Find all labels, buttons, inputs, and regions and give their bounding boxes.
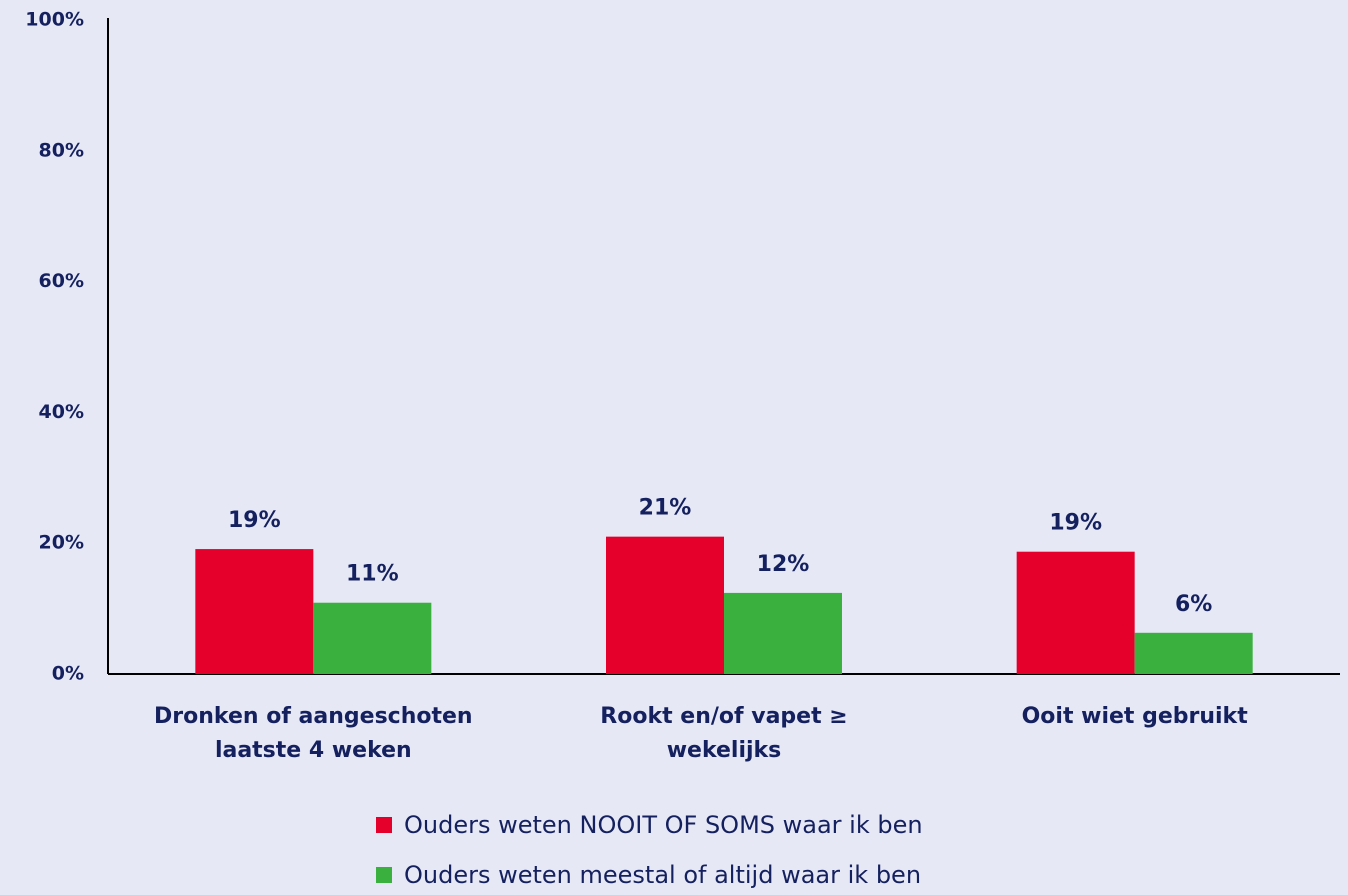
y-tick-label: 80% [39, 139, 84, 161]
x-tick-label: Dronken of aangeschoten laatste 4 weken [154, 704, 473, 763]
x-tick-label: Ooit wiet gebruikt [1021, 704, 1248, 729]
legend-swatch [376, 817, 392, 833]
data-label: 6% [1175, 592, 1212, 617]
bar [195, 549, 314, 674]
data-label: 19% [1049, 511, 1102, 536]
data-label: 12% [757, 552, 810, 577]
bar [606, 536, 724, 674]
legend-label: Ouders weten NOOIT OF SOMS waar ik ben [404, 811, 923, 839]
legend-item: Ouders weten NOOIT OF SOMS waar ik ben [376, 811, 923, 839]
y-tick-label: 20% [39, 532, 84, 554]
legend-item: Ouders weten meestal of altijd waar ik b… [376, 861, 921, 889]
bar [1016, 551, 1135, 674]
y-tick-label: 100% [25, 9, 84, 31]
y-tick-label: 0% [52, 663, 84, 685]
bar [313, 602, 432, 674]
bar [724, 592, 842, 674]
data-label: 11% [346, 562, 399, 587]
bar [1134, 632, 1253, 674]
legend-label: Ouders weten meestal of altijd waar ik b… [404, 861, 922, 889]
legend-swatch [376, 867, 392, 883]
data-label: 19% [228, 508, 281, 533]
data-label: 21% [639, 496, 692, 521]
x-tick-label: Rookt en/of vapet ≥ wekelijks [600, 704, 848, 763]
y-tick-label: 60% [39, 270, 84, 292]
y-tick-label: 40% [39, 401, 84, 423]
